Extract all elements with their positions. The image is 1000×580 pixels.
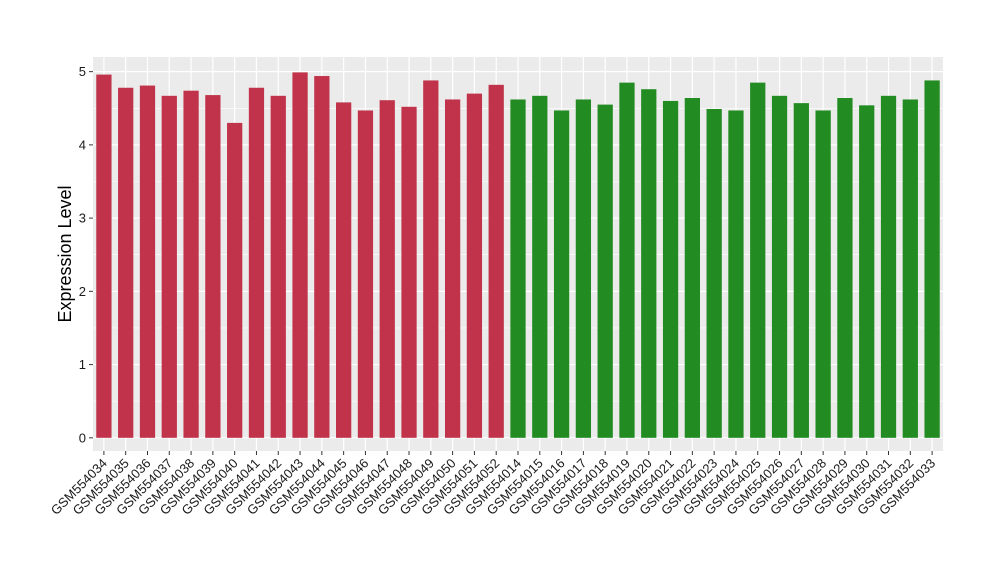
bar — [292, 72, 308, 438]
bar — [532, 95, 548, 438]
bar — [488, 84, 504, 438]
bar — [357, 110, 374, 438]
y-tick-label: 1 — [79, 357, 86, 372]
bar — [880, 95, 897, 438]
bar — [270, 95, 286, 438]
bar — [641, 89, 657, 438]
bar — [161, 95, 177, 438]
bar — [401, 106, 417, 438]
bar — [706, 108, 722, 438]
x-axis: GSM554034GSM554035GSM554036GSM554037GSM5… — [48, 451, 938, 518]
y-tick-label: 2 — [79, 284, 86, 299]
y-axis: 0 1 2 3 4 5 — [79, 64, 93, 445]
bar — [444, 99, 461, 438]
bar — [183, 90, 199, 438]
bar — [750, 82, 766, 438]
bar — [619, 82, 635, 438]
bar — [118, 87, 134, 438]
bar — [314, 76, 330, 438]
bars — [96, 72, 940, 438]
y-axis-title: Expression Level — [55, 185, 75, 322]
bar — [662, 100, 679, 438]
bar — [96, 74, 112, 438]
y-tick-label: 0 — [79, 430, 86, 445]
bar — [553, 110, 570, 438]
bar — [510, 99, 526, 438]
bar — [205, 95, 221, 438]
bar — [575, 99, 592, 438]
bar — [379, 100, 395, 438]
y-tick-label: 4 — [79, 137, 86, 152]
bar — [248, 87, 265, 438]
bar — [793, 103, 809, 438]
y-tick-label: 5 — [79, 64, 86, 79]
bar — [924, 80, 940, 438]
bar — [466, 93, 483, 438]
bar — [336, 102, 352, 438]
bar — [227, 122, 243, 438]
bar — [684, 98, 700, 438]
bar — [139, 85, 156, 438]
y-tick-label: 3 — [79, 211, 86, 226]
bar — [771, 95, 788, 438]
bar — [728, 110, 744, 438]
bar — [837, 98, 853, 438]
bar — [597, 104, 613, 438]
bar — [859, 105, 875, 438]
bar — [902, 99, 918, 438]
bar — [815, 110, 831, 438]
bar — [423, 80, 439, 438]
